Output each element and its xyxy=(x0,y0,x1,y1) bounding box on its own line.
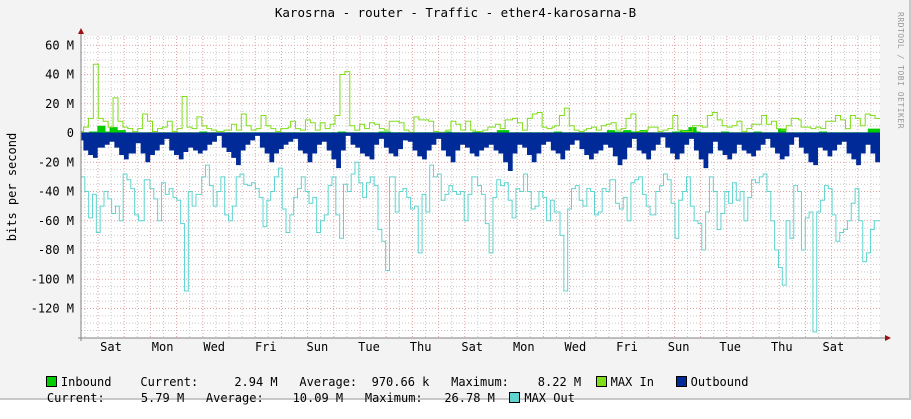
chart-canvas: 60 M 40 M 20 M 0 -20 M -40 M -60 M -80 M -100 M -… xyxy=(31,28,891,354)
inbound-area xyxy=(81,125,880,133)
y-tick-label: -40 M xyxy=(38,185,74,199)
x-tick-label: Fri xyxy=(616,340,638,354)
x-tick-label: Tue xyxy=(358,340,380,354)
outbound-current-label: Current: xyxy=(46,391,105,405)
x-tick-label: Sat xyxy=(100,340,122,354)
y-tick-label: -120 M xyxy=(31,302,74,316)
inbound-current-label: Current: xyxy=(140,375,199,389)
plot-background xyxy=(81,36,880,338)
y-tick-label: 60 M xyxy=(45,38,74,52)
legend-row-2: Current: 5.79 M Average: 10.09 M Maximum… xyxy=(18,377,575,419)
x-tick-label: Wed xyxy=(565,340,587,354)
x-tick-label: Mon xyxy=(513,340,535,354)
max-out-line xyxy=(81,161,880,333)
outbound-area xyxy=(81,133,880,172)
x-tick-label: Thu xyxy=(410,340,432,354)
y-tick-labels: 60 M 40 M 20 M 0 -20 M -40 M -60 M -80 M -100 M -… xyxy=(31,38,74,315)
y-tick-label: -80 M xyxy=(38,243,74,257)
legend-max-in-label: MAX In xyxy=(610,375,654,389)
max-in-line xyxy=(81,63,880,133)
inbound-current-value: 2.94 M xyxy=(234,375,278,389)
x-tick-label: Tue xyxy=(719,340,741,354)
inbound-average-value: 970.66 k xyxy=(371,375,430,389)
x-tick-label: Sat xyxy=(461,340,483,354)
legend-outbound-label: Outbound xyxy=(690,375,749,389)
y-tick-label: -100 M xyxy=(31,272,74,286)
y-tick-label: 20 M xyxy=(45,97,74,111)
y-tick-label: -60 M xyxy=(38,214,74,228)
data-series xyxy=(81,63,880,333)
inbound-average-label: Average: xyxy=(299,375,358,389)
legend-inbound-label: Inbound xyxy=(60,375,112,389)
inbound-maximum-label: Maximum: xyxy=(451,375,509,389)
outbound-current-value: 5.79 M xyxy=(140,391,185,405)
legend-max-out-label: MAX Out xyxy=(524,391,575,405)
legend-row-1: Inbound Current: 2.94 M Average: 970.66 … xyxy=(17,361,748,403)
inbound-maximum-value: 8.22 M xyxy=(537,375,582,389)
x-tick-label: Thu xyxy=(771,340,793,354)
x-tick-labels: Sat Mon Wed Fri Sun Tue Thu Sat Mon Wed Fri Sun Tue T… xyxy=(100,340,844,354)
outbound-maximum-value: 26.78 M xyxy=(444,391,495,405)
graph-frame: Karosrna - router - Traffic - ether4-kar… xyxy=(0,0,911,405)
graph-title: Karosrna - router - Traffic - ether4-kar… xyxy=(274,5,637,20)
x-tick-label: Mon xyxy=(152,340,174,354)
y-tick-label: -20 M xyxy=(38,155,74,169)
x-tick-label: Sun xyxy=(668,340,690,354)
x-tick-label: Sun xyxy=(307,340,329,354)
outbound-average-value: 10.09 M xyxy=(292,391,344,405)
x-tick-label: Fri xyxy=(255,340,277,354)
x-axis-arrow-icon xyxy=(885,335,891,341)
vendor-watermark: RRDTOOL / TOBI OETIKER xyxy=(896,12,905,129)
outbound-average-label: Average: xyxy=(205,391,264,405)
outbound-maximum-label: Maximum: xyxy=(364,391,423,405)
y-tick-label: 0 xyxy=(67,126,74,140)
max-in-swatch xyxy=(595,376,607,387)
x-tick-label: Wed xyxy=(203,340,225,354)
axes xyxy=(78,28,891,341)
outbound-swatch xyxy=(675,376,687,387)
x-tick-label: Sat xyxy=(823,340,845,354)
max-out-swatch xyxy=(509,392,521,403)
y-tick-label: 40 M xyxy=(45,68,74,82)
y-axis-arrow-icon xyxy=(78,28,84,34)
inbound-swatch xyxy=(45,376,57,387)
